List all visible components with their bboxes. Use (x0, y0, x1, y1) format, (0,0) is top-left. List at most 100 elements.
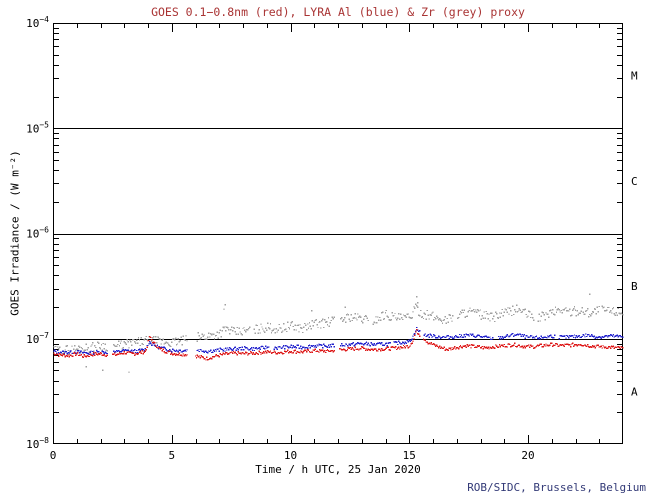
data-point (456, 336, 458, 338)
data-point (408, 339, 410, 341)
data-point (263, 347, 265, 349)
data-point (182, 350, 184, 352)
data-point (141, 348, 143, 350)
data-point (265, 327, 267, 330)
data-point (348, 347, 351, 349)
data-point (238, 327, 240, 329)
data-point (354, 344, 356, 346)
data-point (421, 315, 424, 318)
data-point (315, 319, 317, 321)
data-point (476, 334, 479, 337)
data-point (512, 305, 514, 307)
data-point (234, 351, 237, 353)
data-point (445, 348, 447, 350)
data-point (391, 346, 393, 348)
data-point (549, 335, 551, 337)
data-point (210, 357, 212, 359)
data-point (146, 346, 148, 349)
data-point (79, 350, 82, 352)
data-point (577, 344, 579, 346)
data-point (69, 349, 71, 352)
data-point (484, 346, 486, 349)
data-point (588, 345, 590, 348)
y-tick-label: 10−6 (26, 226, 49, 241)
data-point (603, 306, 605, 308)
data-point (514, 334, 517, 337)
data-point (304, 349, 306, 352)
data-point (557, 308, 560, 310)
plot-frame (53, 23, 623, 444)
data-point (530, 335, 532, 337)
data-point (55, 350, 57, 353)
data-point (491, 338, 493, 341)
data-point (490, 338, 492, 341)
data-point (479, 346, 482, 349)
data-point (313, 349, 315, 352)
data-point (610, 334, 613, 337)
data-point (362, 318, 365, 320)
data-point (376, 322, 378, 324)
data-point (474, 311, 476, 313)
data-point (515, 346, 518, 348)
data-point (282, 330, 284, 332)
data-point (119, 342, 122, 344)
data-point (199, 348, 201, 351)
data-point (515, 334, 518, 336)
data-point (514, 310, 517, 313)
data-point (601, 336, 603, 338)
data-point (386, 315, 389, 317)
data-point (310, 345, 313, 347)
data-point (82, 351, 85, 354)
data-point (218, 350, 220, 352)
data-point (395, 340, 397, 343)
data-point (487, 336, 489, 339)
data-point (559, 335, 561, 337)
data-point (282, 346, 284, 348)
data-point (156, 347, 159, 349)
data-point (131, 352, 133, 354)
data-point (373, 342, 375, 345)
data-point (207, 336, 209, 338)
data-point (298, 347, 300, 349)
data-point (183, 355, 185, 357)
data-point (394, 347, 396, 349)
data-point (362, 321, 364, 324)
data-point (287, 326, 290, 329)
data-point (307, 349, 310, 351)
data-point (293, 350, 295, 352)
data-point (281, 347, 283, 350)
data-point (381, 344, 384, 347)
data-point (476, 344, 479, 347)
data-point (245, 347, 247, 349)
data-point (130, 341, 132, 343)
data-point (124, 353, 126, 355)
data-point (370, 348, 372, 350)
data-point (284, 348, 286, 350)
data-point (490, 312, 492, 314)
data-point (448, 337, 450, 340)
data-point (176, 354, 179, 356)
data-point (144, 348, 146, 350)
data-point (206, 351, 208, 354)
data-point (160, 346, 162, 348)
data-point (63, 353, 66, 355)
data-point (393, 346, 395, 348)
data-point (211, 351, 213, 354)
data-point (553, 334, 556, 337)
data-point (258, 350, 260, 352)
data-point (570, 335, 572, 337)
data-point (270, 331, 273, 334)
data-point (170, 350, 172, 352)
data-point (224, 350, 226, 352)
data-point (291, 347, 294, 349)
data-point (439, 319, 442, 321)
data-point (544, 345, 546, 347)
data-point (120, 352, 123, 355)
data-point (369, 345, 371, 347)
data-point (426, 341, 428, 343)
data-point (85, 343, 87, 345)
data-point (305, 324, 307, 326)
data-point (606, 334, 608, 337)
data-point (276, 331, 278, 333)
data-point (183, 350, 185, 352)
